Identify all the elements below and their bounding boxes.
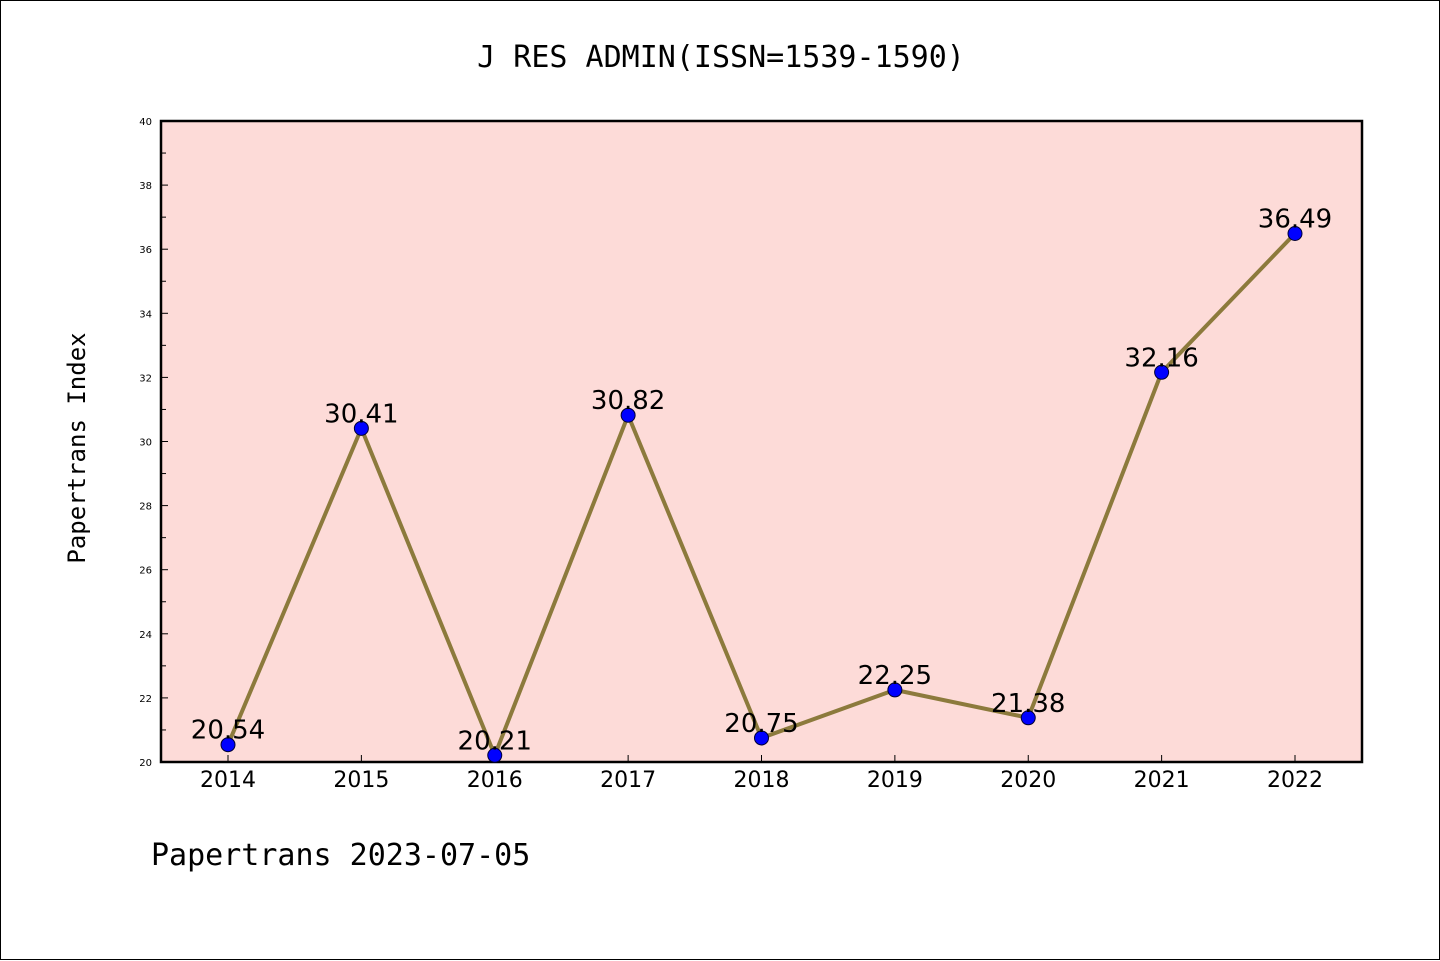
y-tick-label: 38	[139, 181, 152, 192]
data-labels-group: 20.54 30.41 20.21 30.82 20.75 22.25 21.38 32.16…	[191, 204, 1332, 756]
data-label: 32.16	[1124, 343, 1198, 373]
plot-area	[159, 119, 1364, 764]
x-tick-label: 2015	[333, 768, 389, 793]
y-tick-label: 22	[139, 694, 152, 705]
data-point	[1154, 364, 1170, 380]
y-tick-label: 32	[139, 373, 152, 384]
x-axis-ticks: 2014 2015 2016 2017 2018 2019 2020 2021 2022	[200, 755, 1323, 793]
y-axis-ticks: 20 22 24 26 28 30 32 34 36 38 40	[139, 117, 168, 769]
data-point	[1287, 225, 1303, 241]
data-label: 30.41	[324, 399, 398, 429]
data-point	[487, 747, 503, 763]
chart-title: J RES ADMIN(ISSN=1539-1590)	[477, 40, 965, 75]
data-point	[220, 737, 236, 753]
data-point	[887, 682, 903, 698]
x-tick-label: 2019	[867, 768, 923, 793]
data-label: 20.21	[458, 726, 532, 756]
y-tick-label: 28	[139, 502, 152, 513]
y-axis-label: Papertrans Index	[63, 332, 91, 563]
y-tick-label: 34	[139, 309, 152, 320]
y-tick-label: 36	[139, 245, 152, 256]
x-tick-label: 2022	[1267, 768, 1323, 793]
x-tick-label: 2020	[1000, 768, 1056, 793]
data-point	[1020, 710, 1036, 726]
data-label: 20.54	[191, 716, 265, 746]
data-label: 36.49	[1258, 204, 1332, 234]
x-tick-label: 2014	[200, 768, 256, 793]
x-tick-label: 2016	[467, 768, 523, 793]
footer-credit: Papertrans 2023-07-05	[151, 838, 530, 873]
y-tick-label: 26	[139, 566, 152, 577]
y-tick-label: 24	[139, 630, 152, 641]
y-tick-label: 40	[139, 117, 152, 128]
x-tick-label: 2021	[1134, 768, 1190, 793]
y-tick-label: 20	[139, 758, 152, 769]
x-tick-label: 2018	[734, 768, 790, 793]
data-point	[353, 420, 369, 436]
series-line-group	[220, 225, 1303, 763]
data-label: 20.75	[724, 709, 798, 739]
y-tick-label: 30	[139, 438, 152, 449]
data-point	[754, 730, 769, 746]
x-tick-label: 2017	[600, 768, 656, 793]
data-label: 30.82	[591, 386, 665, 416]
data-label: 22.25	[858, 661, 932, 691]
data-label: 21.38	[991, 689, 1065, 719]
data-point	[620, 407, 636, 423]
